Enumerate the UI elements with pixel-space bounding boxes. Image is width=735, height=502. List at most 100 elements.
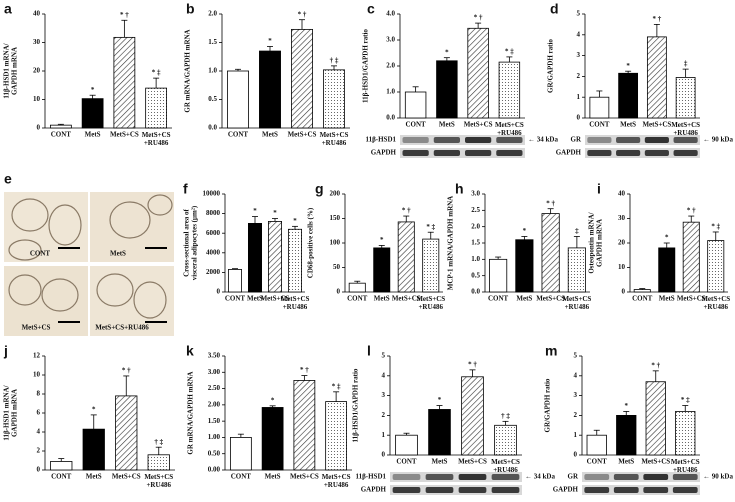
bar [287, 228, 302, 293]
x-tick-label: MetS+CS +RU486 [142, 131, 171, 147]
y-tick-label: 0.00 [208, 466, 221, 474]
y-axis-label: Osteopontin mRNA/ [588, 211, 596, 273]
y-tick-label: 3.00 [208, 368, 221, 376]
micrograph-image [4, 192, 88, 262]
y-tick-label: 3 [574, 391, 578, 399]
y-tick-label: 200 [330, 190, 341, 198]
bar [467, 27, 489, 119]
chart-panel: b GR mRNA/GAPDH mRNA 0.0 0.5 1.0 1.5 2.0 CONT Me… [184, 1, 350, 147]
bar [50, 461, 73, 471]
blot-band [613, 487, 639, 493]
x-tick-label: MetS+CS [464, 121, 493, 129]
y-tick-label: 20 [33, 67, 41, 75]
blot-strip [585, 135, 700, 145]
bar [325, 401, 348, 471]
x-tick-label: MetS+CS [290, 473, 319, 481]
y-tick-label: 6 [37, 409, 41, 417]
bar [707, 240, 725, 293]
blot-band [392, 474, 421, 480]
panel-letter: e [4, 171, 12, 187]
y-tick-label: 1.0 [471, 255, 480, 263]
significance-label: * † [122, 367, 131, 375]
x-tick-label: MetS [374, 295, 390, 303]
y-tick-label: 2.50 [208, 384, 221, 392]
y-tick-label: 0 [622, 288, 626, 296]
y-tick-label: 10 [33, 95, 41, 103]
y-tick-label: 2 [382, 411, 386, 419]
chart-panel: l 11β-HSD1/GAPDH ratio 0 1 2 3 4 5 CONT MetS * MetS… [352, 343, 555, 495]
x-tick-label: MetS+CS +RU486 [701, 295, 730, 311]
micrograph-caption: MetS+CS+RU486 [95, 324, 149, 332]
y-tick-label: 150 [330, 214, 341, 222]
panel-letter: b [186, 1, 195, 17]
x-tick-label-line: MetS+CS [144, 473, 173, 481]
y-axis-label: GR mRNA/GAPDH mRNA [184, 29, 192, 112]
blot-band [584, 474, 610, 480]
blot-label: GAPDH [556, 149, 582, 157]
y-axis-label: 11β-HSD1/GAPDH ratio [362, 29, 370, 103]
y-tick-label: 12 [33, 352, 41, 360]
x-tick-label: MetS+CS +RU486 [491, 458, 520, 474]
x-tick-label: MetS [262, 131, 278, 139]
blot-marker: ← 34 kDa [525, 473, 555, 481]
blot-strip [390, 472, 522, 482]
blot-band [616, 137, 641, 143]
x-tick-label: CONT [488, 295, 509, 303]
blot-label: GAPDH [371, 149, 397, 157]
x-tick-label: MetS+CS [261, 295, 290, 303]
x-tick-label: CONT [406, 121, 427, 129]
x-tick-label-line: MetS+CS [562, 295, 591, 303]
x-tick-label-line: +RU486 [673, 129, 698, 137]
panel-letter: i [597, 181, 601, 197]
blot-band [643, 487, 669, 493]
x-tick-label-line: +RU486 [418, 303, 443, 311]
y-axis-label: 11β-HSD1 mRNA/ [3, 384, 11, 440]
y-tick-label: 100 [330, 239, 341, 247]
significance-label: * † [546, 199, 555, 207]
blot-band [433, 150, 460, 156]
blot-label: GR [571, 136, 582, 144]
significance-label: * ‡ [681, 396, 690, 404]
bar [567, 247, 586, 293]
bar [461, 376, 484, 456]
y-tick-label: 0.5 [208, 95, 217, 103]
y-tick-label: 40 [618, 190, 626, 198]
micrograph-caption: MetS+CS [22, 324, 51, 332]
bar [494, 424, 517, 456]
y-tick-label: 40 [33, 10, 41, 18]
bar [618, 72, 639, 119]
panel-letter: k [186, 343, 194, 359]
panel-letter: l [367, 343, 371, 359]
x-tick-label-line: +RU486 [146, 481, 171, 489]
y-tick-label: 1.5 [471, 239, 480, 247]
bar [428, 409, 451, 456]
bar [646, 36, 667, 119]
y-tick-label: 2.00 [208, 400, 221, 408]
chart-panel: g CD68-positive cells (%) 0 50 100 150 200 CONT… [307, 181, 446, 311]
micrograph-image [90, 266, 174, 336]
y-tick-label: 0.5 [471, 271, 480, 279]
y-axis-label: GAPDH mRNA [11, 47, 19, 95]
bar [498, 61, 521, 119]
bar [227, 269, 242, 293]
bar [675, 411, 696, 456]
x-tick-label-line: MetS+CS [281, 295, 310, 303]
significance-label: * ‡ [152, 69, 161, 77]
blot-band [465, 137, 492, 143]
y-axis-label: GAPDH mRNA [596, 219, 604, 267]
y-tick-label: 1.5 [208, 38, 217, 46]
y-tick-label: 10 [33, 371, 41, 379]
y-tick-label: 2.0 [386, 62, 395, 70]
blot-band [613, 474, 639, 480]
y-tick-label: 10000 [203, 190, 221, 198]
x-tick-label: MetS+CS [112, 473, 141, 481]
x-tick-label: MetS+CS +RU486 [281, 295, 310, 311]
significance-label: * [268, 37, 272, 45]
x-tick-label: MetS+CS +RU486 [144, 473, 173, 489]
x-tick-label: MetS+CS [392, 295, 421, 303]
blot-band [672, 487, 698, 493]
panel-letter: g [315, 181, 324, 197]
blot-strip [582, 485, 700, 495]
significance-label: * [273, 209, 277, 217]
y-tick-label: 0.0 [471, 288, 480, 296]
